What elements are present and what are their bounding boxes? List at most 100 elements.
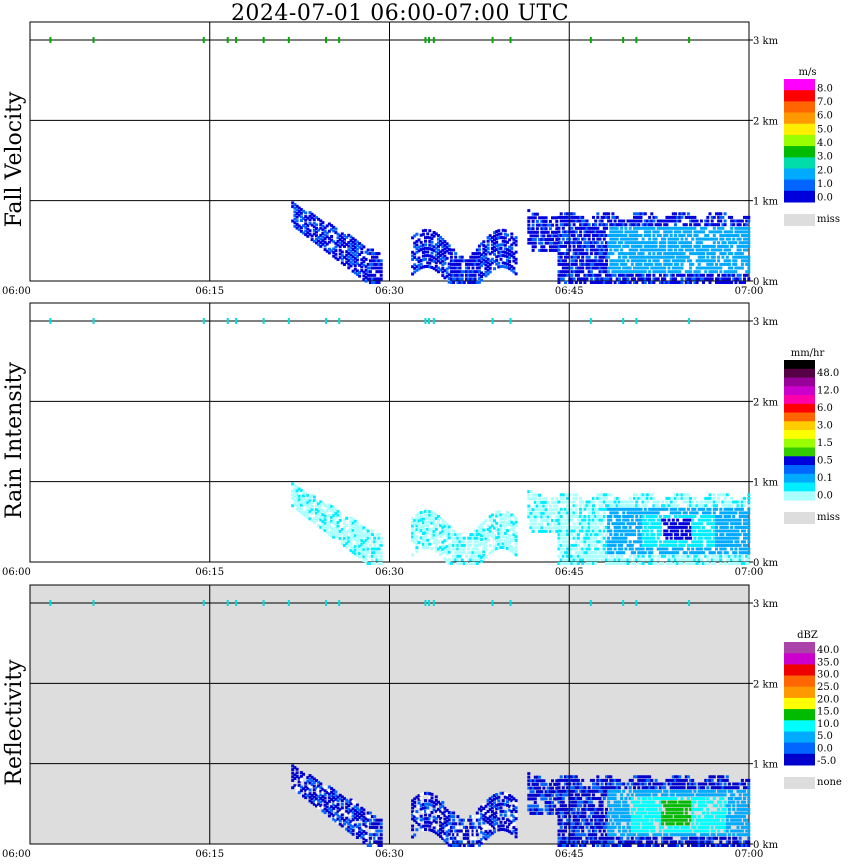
- echo-pixel: [512, 797, 516, 801]
- reflectivity-panel: 06:00 06:15 06:30 06:45 07:003 km2 km1 km0 k…: [2, 584, 842, 860]
- echo-pixel: [355, 532, 359, 536]
- echo-pixel: [293, 498, 297, 502]
- cloud-base-marker: [287, 37, 290, 43]
- echo-pixel: [620, 241, 624, 245]
- echo-pixel: [426, 517, 430, 520]
- echo-pixel: [304, 499, 308, 503]
- echo-pixel: [349, 253, 353, 257]
- echo-pixel: [641, 543, 645, 547]
- echo-pixel: [559, 518, 563, 522]
- echo-pixel: [658, 522, 662, 526]
- echo-pixel: [434, 517, 438, 520]
- echo-pixel: [710, 237, 714, 241]
- echo-pixel: [540, 793, 544, 797]
- echo-pixel: [678, 515, 682, 518]
- echo-pixel: [437, 259, 440, 263]
- echo-pixel: [293, 217, 297, 221]
- echo-pixel: [579, 554, 583, 558]
- echo-pixel: [490, 247, 494, 250]
- echo-pixel: [682, 273, 686, 277]
- echo-pixel: [353, 267, 357, 271]
- echo-pixel: [695, 277, 699, 281]
- echo-pixel: [434, 545, 438, 549]
- echo-pixel: [564, 529, 567, 533]
- echo-pixel: [730, 241, 734, 245]
- echo-pixel: [583, 223, 587, 227]
- echo-pixel: [600, 281, 604, 284]
- echo-pixel: [661, 554, 664, 558]
- echo-pixel: [736, 244, 740, 248]
- echo-pixel: [710, 522, 714, 526]
- echo-pixel: [343, 529, 346, 533]
- echo-pixel: [310, 775, 314, 779]
- colorbar-tick-label: 6.0: [817, 403, 833, 414]
- echo-pixel: [488, 826, 492, 830]
- echo-pixel: [456, 262, 460, 266]
- echo-pixel: [648, 525, 652, 529]
- echo-pixel: [471, 262, 475, 266]
- echo-pixel: [712, 551, 716, 555]
- echo-pixel: [514, 517, 518, 521]
- echo-pixel: [635, 259, 639, 263]
- echo-pixel: [667, 525, 671, 529]
- echo-pixel: [486, 265, 490, 269]
- echo-pixel: [598, 262, 602, 266]
- echo-pixel: [656, 547, 660, 551]
- echo-pixel: [546, 801, 550, 804]
- echo-pixel: [574, 273, 578, 277]
- echo-pixel: [428, 795, 432, 799]
- echo-pixel: [676, 511, 680, 515]
- echo-pixel: [473, 551, 477, 555]
- echo-pixel: [510, 247, 514, 250]
- echo-pixel: [747, 255, 751, 259]
- echo-pixel: [535, 504, 539, 508]
- echo-pixel: [725, 493, 729, 497]
- echo-pixel: [540, 230, 544, 234]
- echo-pixel: [602, 551, 606, 555]
- echo-pixel: [475, 255, 479, 259]
- echo-pixel: [730, 234, 734, 237]
- echo-pixel: [721, 500, 725, 504]
- echo-pixel: [540, 526, 544, 530]
- echo-pixel: [561, 244, 565, 248]
- echo-pixel: [506, 262, 509, 266]
- echo-pixel: [635, 262, 639, 266]
- echo-pixel: [663, 281, 667, 284]
- echo-pixel: [501, 817, 505, 821]
- echo-pixel: [312, 232, 316, 236]
- echo-pixel: [697, 259, 701, 263]
- echo-pixel: [639, 277, 643, 281]
- echo-pixel: [441, 266, 445, 270]
- echo-pixel: [743, 226, 746, 230]
- echo-pixel: [430, 240, 434, 244]
- echo-pixel: [308, 792, 312, 796]
- echo-pixel: [495, 525, 499, 529]
- echo-pixel: [641, 259, 645, 263]
- echo-pixel: [576, 219, 580, 223]
- echo-pixel: [512, 826, 516, 830]
- echo-pixel: [484, 259, 488, 263]
- echo-pixel: [458, 833, 462, 837]
- echo-pixel: [570, 558, 574, 562]
- echo-pixel: [719, 558, 723, 562]
- echo-pixel: [650, 262, 654, 266]
- echo-pixel: [635, 540, 639, 544]
- echo-pixel: [602, 266, 606, 270]
- echo-pixel: [469, 836, 473, 840]
- echo-pixel: [557, 241, 561, 245]
- echo-pixel: [706, 547, 710, 551]
- echo-pixel: [723, 273, 727, 277]
- echo-pixel: [358, 823, 362, 827]
- echo-pixel: [699, 543, 703, 547]
- echo-pixel: [691, 529, 695, 533]
- echo-pixel: [538, 500, 542, 504]
- echo-pixel: [674, 244, 677, 248]
- echo-pixel: [373, 252, 377, 256]
- echo-pixel: [508, 830, 512, 834]
- echo-pixel: [712, 241, 716, 245]
- colorbar-tick-label: 0.5: [817, 455, 833, 466]
- colorbar-missing-label: miss: [817, 214, 840, 225]
- echo-pixel: [594, 234, 598, 237]
- echo-pixel: [611, 540, 615, 544]
- echo-pixel: [665, 536, 669, 540]
